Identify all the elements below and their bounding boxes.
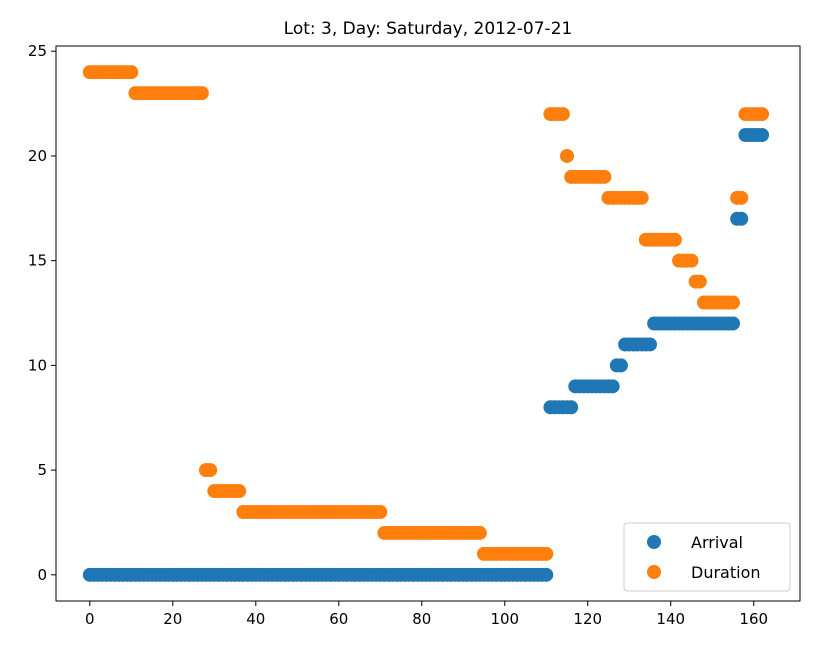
y-tick-label: 20 [28, 147, 47, 165]
x-tick-label: 0 [85, 610, 95, 628]
point-duration [725, 295, 740, 310]
x-tick-label: 140 [656, 610, 685, 628]
point-duration [667, 232, 682, 247]
plot-frame [55, 45, 801, 602]
point-duration [755, 107, 770, 122]
point-arrival [605, 379, 620, 394]
y-tick-label: 10 [28, 356, 47, 374]
point-duration [692, 274, 707, 289]
point-arrival [734, 211, 749, 226]
legend-label-arrival: Arrival [691, 533, 743, 552]
x-tick-label: 60 [329, 610, 348, 628]
series-duration [82, 65, 770, 561]
point-arrival [755, 128, 770, 143]
point-duration [560, 148, 575, 163]
legend-marker-arrival [647, 535, 661, 549]
point-duration [472, 525, 487, 540]
data-points [82, 65, 770, 582]
point-duration [373, 504, 388, 519]
point-arrival [725, 316, 740, 331]
legend-label-duration: Duration [691, 563, 761, 582]
x-tick-label: 100 [490, 610, 519, 628]
point-duration [555, 107, 570, 122]
legend: Arrival Duration [623, 522, 791, 592]
point-duration [539, 546, 554, 561]
x-tick-label: 160 [739, 610, 768, 628]
point-arrival [613, 358, 628, 373]
y-tick-label: 25 [28, 42, 47, 60]
x-axis: 0 20 40 60 80 100 120 140 160 [85, 601, 768, 628]
legend-marker-duration [647, 565, 661, 579]
x-tick-label: 20 [163, 610, 182, 628]
point-arrival [564, 400, 579, 415]
point-duration [194, 86, 209, 101]
x-tick-label: 40 [246, 610, 265, 628]
point-duration [634, 190, 649, 205]
y-tick-label: 5 [37, 461, 47, 479]
series-arrival [82, 128, 770, 582]
chart-title: Lot: 3, Day: Saturday, 2012-07-21 [284, 19, 573, 39]
point-duration [203, 463, 218, 478]
point-duration [232, 484, 247, 499]
x-tick-label: 120 [573, 610, 602, 628]
y-tick-label: 15 [28, 252, 47, 270]
legend-box [623, 522, 791, 592]
point-duration [734, 190, 749, 205]
point-arrival [539, 567, 554, 582]
point-duration [124, 65, 139, 80]
y-tick-label: 0 [37, 566, 47, 584]
point-arrival [643, 337, 657, 352]
y-axis: 0 5 10 15 20 25 [28, 42, 56, 584]
x-tick-label: 80 [412, 610, 431, 628]
point-duration [684, 253, 699, 268]
point-duration [597, 169, 612, 184]
